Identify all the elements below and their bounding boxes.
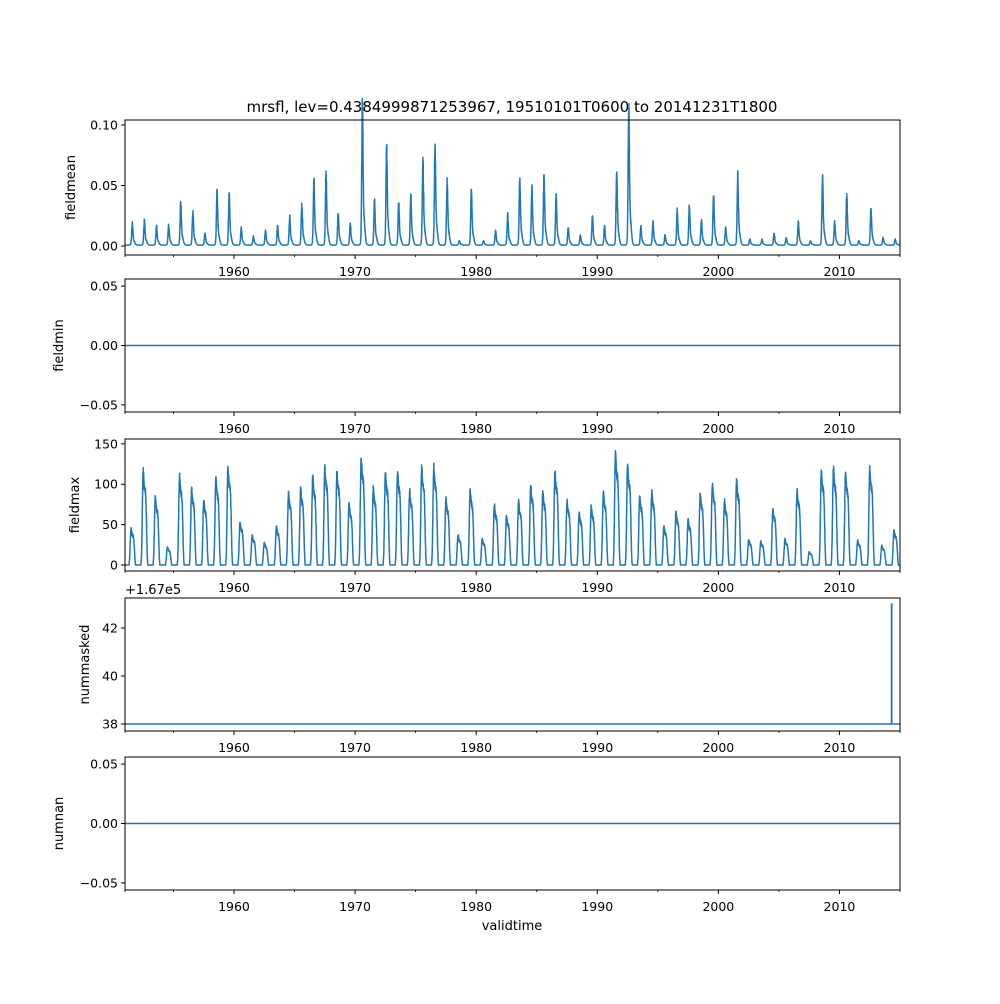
x-tick-label: 1980 [460,580,492,595]
y-tick-label: 100 [94,477,118,492]
axes-frame-fieldmax [124,438,901,572]
x-tick-label: 1970 [339,740,371,755]
x-tick-label: 1990 [581,264,613,279]
y-tick-label: −0.05 [80,397,118,412]
x-tick-label: 1990 [581,740,613,755]
y-tick-label: 42 [102,621,118,636]
x-tick-label: 1970 [339,899,371,914]
x-tick-label: 1980 [460,264,492,279]
y-tick-label: 0.00 [90,338,118,353]
y-tick-label: 38 [102,717,118,732]
x-tick-label: 1980 [460,899,492,914]
x-tick-label: 2010 [824,421,856,436]
y-tick-label: −0.05 [80,875,118,890]
y-tick-label: 0 [110,558,118,573]
series-line-fieldmean [124,97,901,246]
x-tick-label: 1970 [339,264,371,279]
x-tick-label: 1990 [581,899,613,914]
x-tick-label: 1990 [581,421,613,436]
x-tick-label: 1960 [218,421,250,436]
series-line-fieldmax [124,450,901,566]
y-tick-label: 0.00 [90,816,118,831]
y-tick-label: 0.00 [90,239,118,254]
y-tick-label: 150 [94,436,118,451]
y-offset-label: +1.67e5 [125,583,181,598]
x-tick-label: 2000 [702,264,734,279]
x-tick-label: 1960 [218,740,250,755]
x-tick-label: 1980 [460,421,492,436]
x-tick-label: 2010 [824,740,856,755]
x-axis-label: validtime [482,919,543,934]
x-tick-label: 1960 [218,580,250,595]
y-tick-label: 0.05 [90,757,118,772]
axes-frame-fieldmean [124,119,901,256]
x-tick-label: 2010 [824,580,856,595]
y-axis-label: numnan [52,797,67,851]
x-tick-label: 2000 [702,421,734,436]
y-tick-label: 0.05 [90,279,118,294]
y-tick-label: 40 [102,669,118,684]
chart-title: mrsfl, lev=0.4384999871253967, 19510101T… [247,98,778,116]
x-tick-label: 1980 [460,740,492,755]
x-tick-label: 2010 [824,264,856,279]
y-axis-label: fieldmax [68,477,83,534]
y-axis-label: fieldmean [64,155,79,220]
y-tick-label: 50 [102,517,118,532]
x-tick-label: 2000 [702,580,734,595]
y-tick-label: 0.10 [90,117,118,132]
x-tick-label: 1960 [218,264,250,279]
axes-frame-nummasked [124,597,901,732]
y-tick-label: 0.05 [90,178,118,193]
x-tick-label: 2010 [824,899,856,914]
x-tick-label: 2000 [702,740,734,755]
x-tick-label: 1970 [339,580,371,595]
x-tick-label: 2000 [702,899,734,914]
x-tick-label: 1960 [218,899,250,914]
x-tick-label: 1990 [581,580,613,595]
x-tick-label: 1970 [339,421,371,436]
y-axis-label: nummasked [78,625,93,705]
y-axis-label: fieldmin [52,319,67,372]
series-line-nummasked [125,603,900,725]
